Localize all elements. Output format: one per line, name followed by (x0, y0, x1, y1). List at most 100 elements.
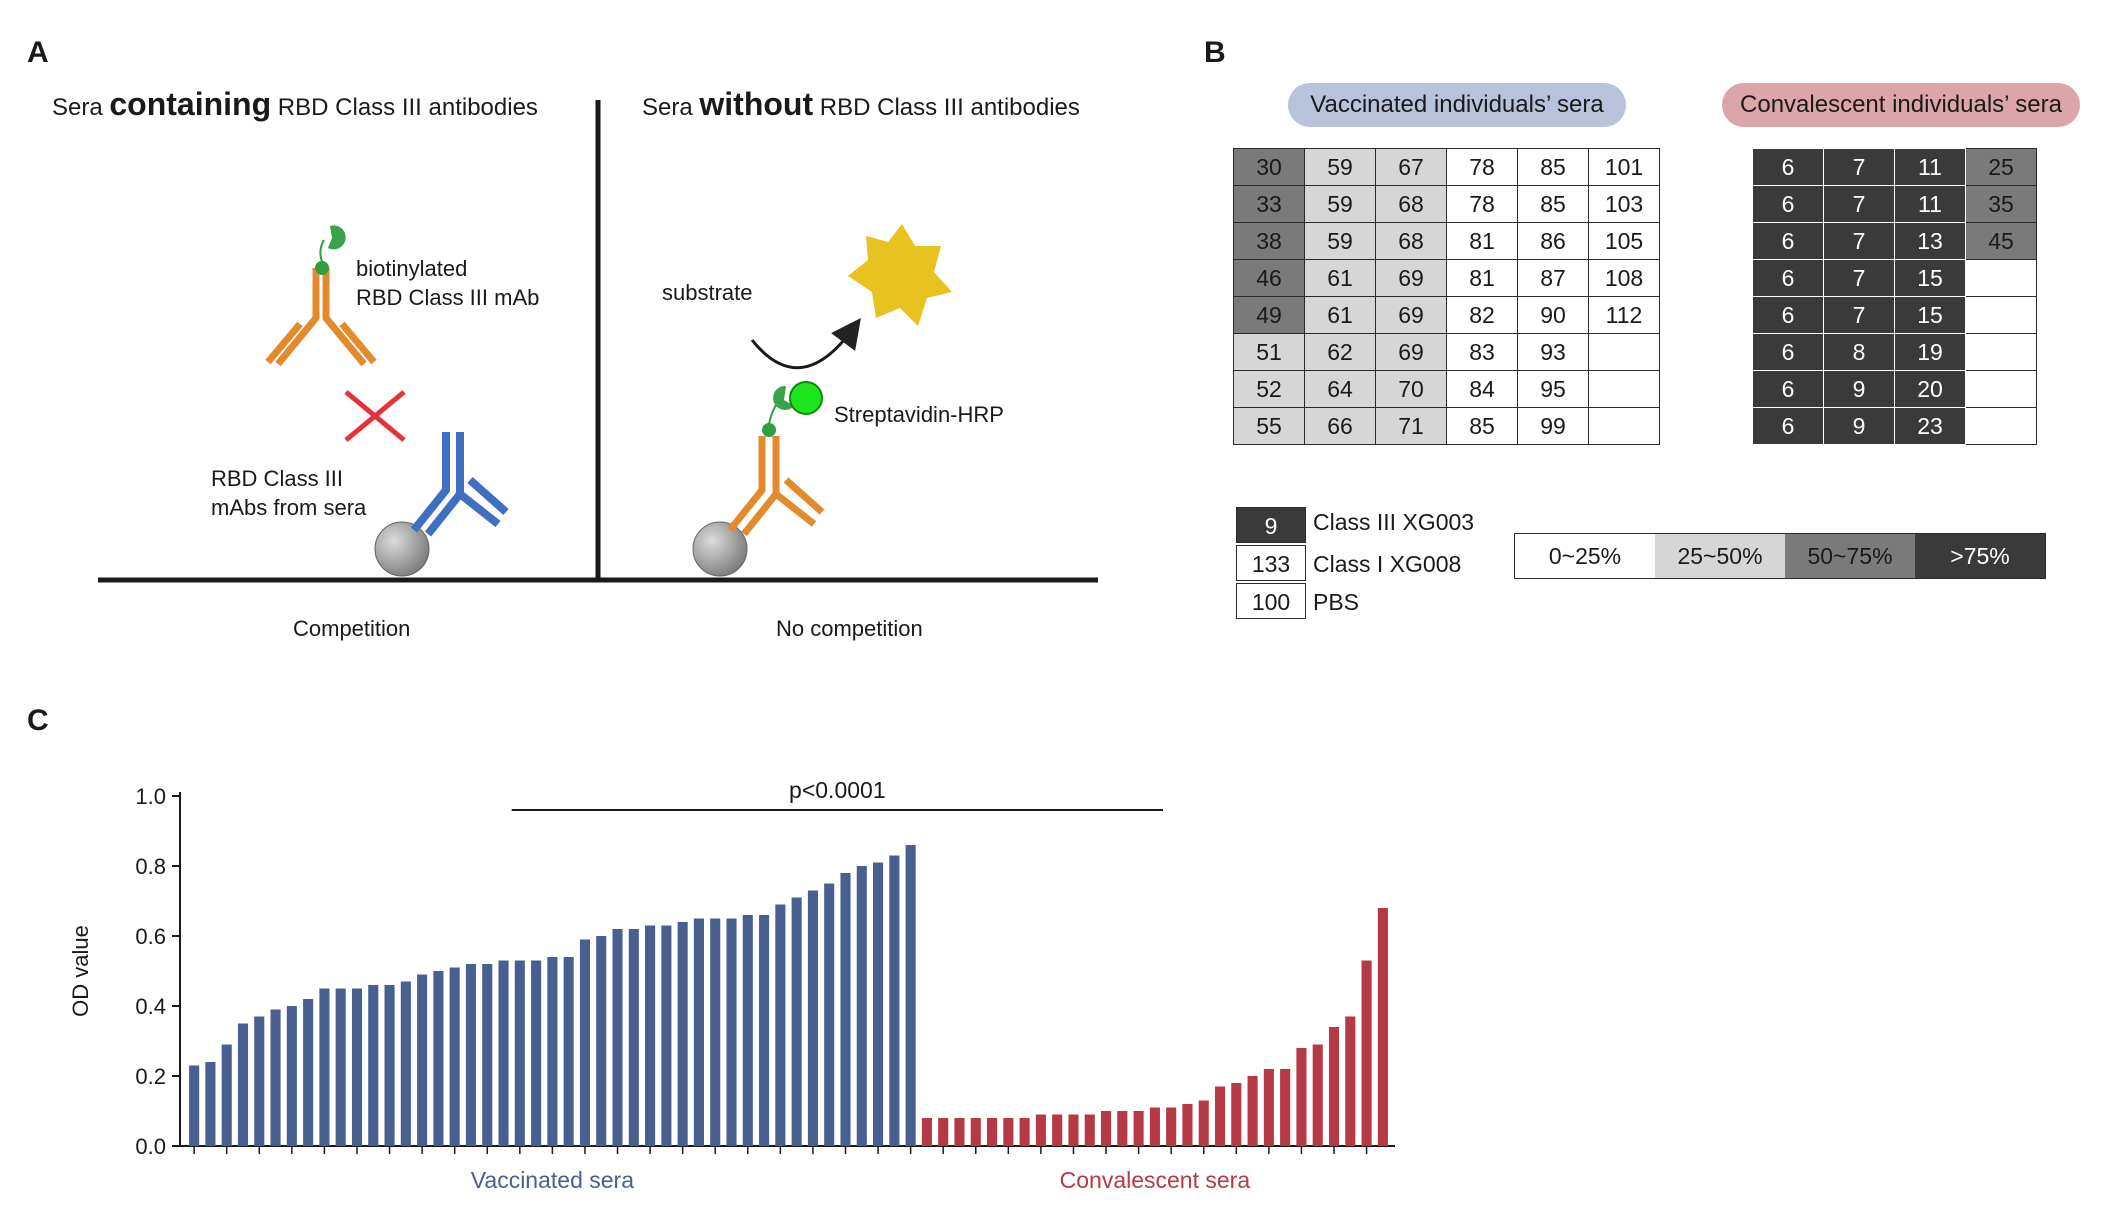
convalescent-cell (1965, 296, 2037, 334)
bar (465, 964, 477, 1146)
vaccinated-row: 52 64 70 84 95 (1233, 370, 1660, 408)
bar (986, 1118, 998, 1146)
right-heading-post: RBD Class III antibodies (813, 94, 1080, 121)
legend-swatch: 25~50% (1655, 534, 1785, 578)
vaccinated-cell (1588, 407, 1660, 445)
vaccinated-cell: 30 (1233, 148, 1305, 186)
bar (921, 1118, 932, 1146)
convalescent-cell: 19 (1894, 333, 1966, 371)
bar (335, 988, 346, 1146)
biotinylated-label-2: RBD Class III mAb (356, 285, 540, 310)
vaccinated-cell: 85 (1517, 148, 1589, 186)
bar (1247, 1076, 1258, 1146)
bar (1003, 1118, 1014, 1146)
vaccinated-grid: 30 59 67 78 85 101 33 59 68 78 85 103 38 59 68 81 86 105 4… (1233, 148, 1660, 445)
vaccinated-row: 33 59 68 78 85 103 (1233, 185, 1660, 223)
control-label: Class III XG003 (1313, 509, 1475, 535)
vaccinated-cell (1588, 370, 1660, 408)
convalescent-row: 6 7 11 35 (1752, 185, 2037, 223)
convalescent-cell: 6 (1752, 370, 1824, 408)
convalescent-cell: 7 (1823, 222, 1895, 260)
bar (384, 985, 395, 1146)
bar (840, 873, 851, 1146)
vaccinated-row: 30 59 67 78 85 101 (1233, 148, 1660, 186)
vaccinated-cell: 86 (1517, 222, 1589, 260)
percentage-legend: 0~25% 25~50% 50~75% >75% (1514, 533, 2046, 579)
bar (221, 1044, 232, 1146)
vaccinated-cell: 55 (1233, 407, 1305, 445)
bar (612, 929, 623, 1146)
vaccinated-cell: 105 (1588, 222, 1660, 260)
bar (628, 929, 639, 1146)
convalescent-cell (1965, 259, 2037, 297)
vaccinated-cell: 103 (1588, 185, 1660, 223)
bar (645, 925, 656, 1146)
vaccinated-row: 51 62 69 83 93 (1233, 333, 1660, 371)
bar (482, 964, 493, 1146)
bar (970, 1118, 981, 1146)
bar (433, 971, 444, 1146)
bar (286, 1006, 297, 1146)
bar (661, 925, 672, 1146)
vaccinated-cell: 61 (1304, 259, 1376, 297)
control-value: 100 (1236, 583, 1306, 619)
vaccinated-cell: 101 (1588, 148, 1660, 186)
convalescent-cell (1965, 333, 2037, 371)
biotinylated-label-1: biotinylated (356, 256, 468, 281)
control-label: Class I XG008 (1313, 551, 1462, 577)
vaccinated-row: 49 61 69 82 90 112 (1233, 296, 1660, 334)
control-label: PBS (1313, 589, 1360, 615)
vaccinated-cell: 95 (1517, 370, 1589, 408)
convalescent-cell: 15 (1894, 296, 1966, 334)
rbd-bead-icon (374, 521, 430, 577)
y-tick-label: 0.4 (135, 994, 166, 1019)
vaccinated-cell: 68 (1375, 222, 1447, 260)
bar (1149, 1107, 1160, 1146)
bar (498, 960, 509, 1146)
no-competition-label: No competition (776, 616, 923, 641)
vaccinated-cell: 52 (1233, 370, 1305, 408)
bar (319, 988, 330, 1146)
legend-swatch: >75% (1915, 534, 2045, 578)
y-tick-label: 0.2 (135, 1064, 166, 1089)
vaccinated-cell: 81 (1446, 222, 1518, 260)
y-tick-label: 0.8 (135, 854, 166, 879)
vaccinated-cell: 78 (1446, 185, 1518, 223)
bar (726, 918, 737, 1146)
convalescent-cell: 20 (1894, 370, 1966, 408)
bar (775, 904, 786, 1146)
vaccinated-cell: 66 (1304, 407, 1376, 445)
bar (1345, 1016, 1356, 1146)
convalescent-cell: 25 (1965, 148, 2037, 186)
bar (1231, 1083, 1242, 1146)
substrate-label: substrate (662, 280, 753, 305)
vaccinated-cell: 69 (1375, 259, 1447, 297)
convalescent-cell: 7 (1823, 185, 1895, 223)
bar (954, 1118, 965, 1146)
convalescent-cell: 6 (1752, 296, 1824, 334)
vaccinated-cell (1588, 333, 1660, 371)
convalescent-cell: 35 (1965, 185, 2037, 223)
bar (303, 999, 314, 1146)
biotin-icon (773, 385, 794, 410)
convalescent-grid: 6 7 11 25 6 7 11 35 6 7 13 45 6 7 15 6 7 15 6 8 19 6 9 20 6 9 23 (1752, 148, 2037, 445)
bar (1312, 1044, 1323, 1146)
left-heading-pre: Sera (52, 94, 110, 121)
vaccinated-cell: 85 (1446, 407, 1518, 445)
bar (1263, 1069, 1274, 1146)
left-heading: Sera containing RBD Class III antibodies (52, 86, 538, 123)
bar (1019, 1118, 1030, 1146)
convalescent-row: 6 9 23 (1752, 407, 2037, 445)
bar (514, 960, 525, 1146)
control-value: 9 (1236, 507, 1306, 543)
right-heading: Sera without RBD Class III antibodies (642, 86, 1080, 123)
y-tick-label: 0.6 (135, 924, 166, 949)
bar (1117, 1111, 1128, 1146)
right-heading-bold: without (699, 86, 814, 122)
vaccinated-title: Vaccinated individuals’ sera (1288, 83, 1626, 127)
bar (596, 936, 607, 1146)
convalescent-cell: 6 (1752, 259, 1824, 297)
convalescent-row: 6 9 20 (1752, 370, 2037, 408)
vaccinated-cell: 46 (1233, 259, 1305, 297)
bar (742, 915, 753, 1146)
